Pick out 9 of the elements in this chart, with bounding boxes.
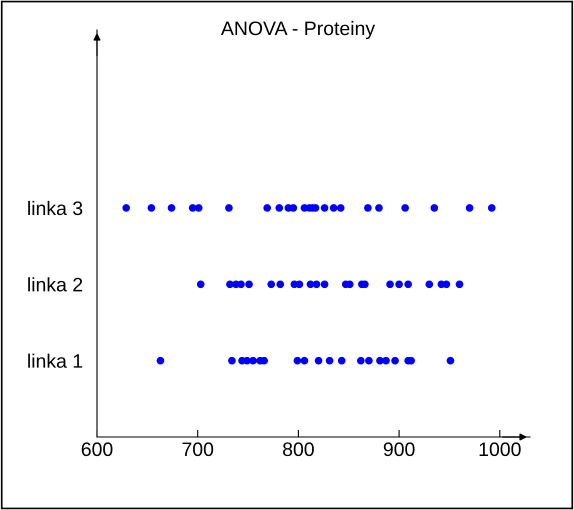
x-tick-label: 900 — [384, 442, 415, 456]
y-tick-label: linka 3 — [28, 200, 82, 216]
x-tick-label: 1000 — [480, 442, 521, 456]
y-tick-label: linka 2 — [28, 277, 82, 292]
x-tick-label: 600 — [82, 442, 112, 456]
x-tick-label: 700 — [182, 442, 214, 456]
x-tick-label: 800 — [283, 442, 314, 456]
y-tick-label: linka 1 — [28, 354, 82, 368]
chart-title: ANOVA - Proteiny — [220, 20, 376, 40]
